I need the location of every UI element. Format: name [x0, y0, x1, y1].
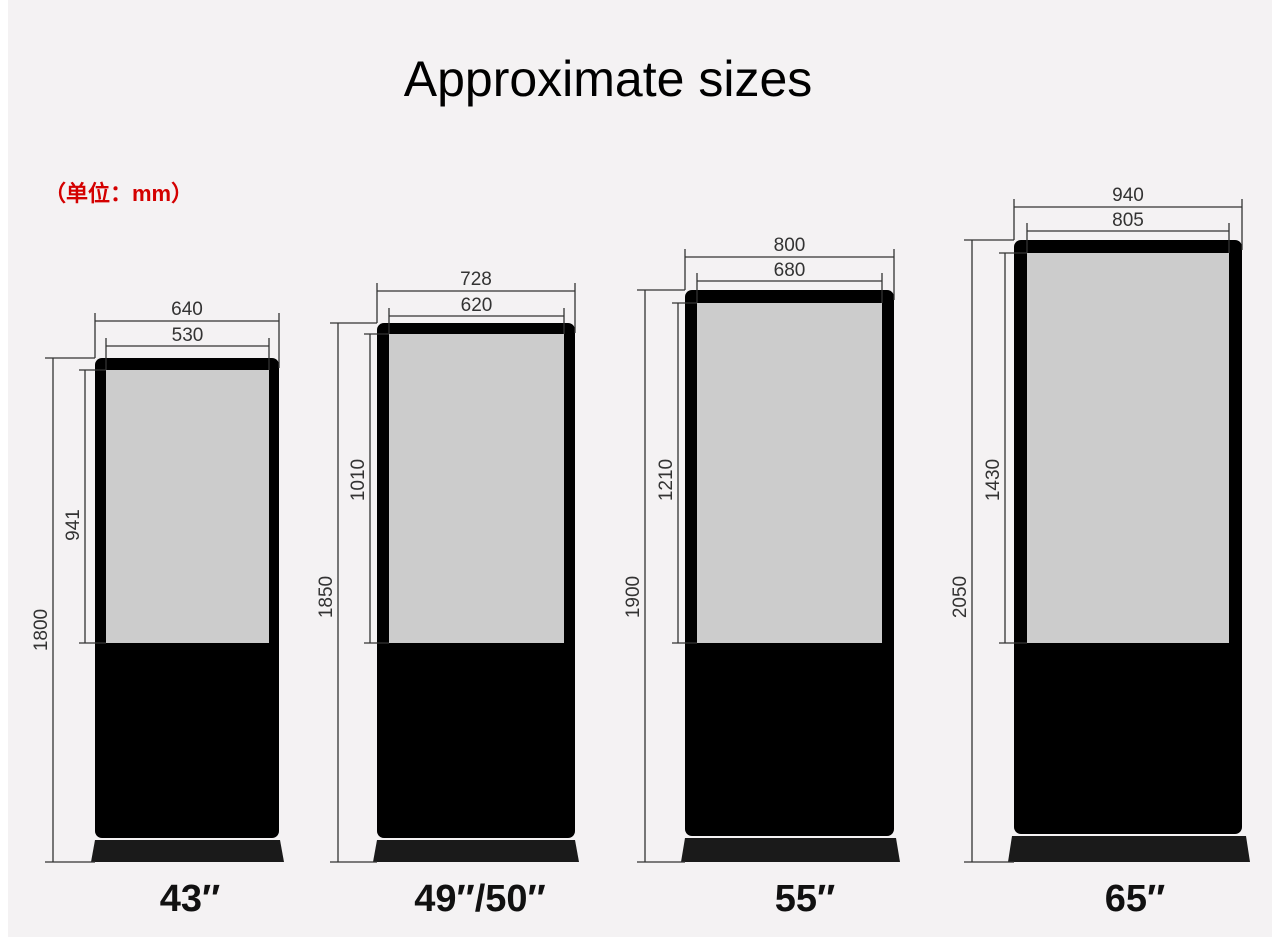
- kiosk-1: 728 620 1850 1010: [316, 269, 579, 863]
- model-size-label: 43″: [159, 878, 221, 920]
- kiosk-screen: [389, 334, 564, 643]
- overall-width-label: 800: [774, 235, 806, 256]
- screen-height-label: 941: [63, 509, 84, 541]
- kiosk-0: 640 530 1800 941: [31, 299, 284, 863]
- overall-height-label: 1900: [623, 576, 644, 618]
- screen-width-label: 620: [461, 295, 493, 316]
- overall-height-label: 1800: [31, 609, 52, 651]
- kiosk-2: 800 680 1900 1210: [623, 235, 900, 863]
- kiosk-base: [373, 840, 579, 862]
- kiosk-screen: [1027, 253, 1229, 643]
- model-size-label: 55″: [774, 878, 836, 920]
- screen-height-label: 1010: [348, 459, 369, 501]
- unit-label: （单位：mm）: [44, 181, 194, 206]
- screen-height-label: 1430: [983, 459, 1004, 501]
- kiosk-3: 940 805 2050 1430: [950, 185, 1250, 863]
- kiosk-base: [681, 838, 900, 862]
- screen-width-label: 530: [172, 325, 204, 346]
- overall-width-label: 728: [460, 269, 492, 290]
- diagram-title: Approximate sizes: [403, 51, 813, 107]
- kiosk-base: [1008, 836, 1250, 862]
- kiosk-screen: [697, 303, 882, 643]
- overall-height-label: 1850: [316, 576, 337, 618]
- screen-height-label: 1210: [656, 459, 677, 501]
- screen-width-label: 680: [774, 260, 806, 281]
- kiosk-screen: [106, 370, 269, 643]
- model-size-label: 49″/50″: [414, 878, 546, 920]
- kiosk-base: [91, 840, 284, 862]
- overall-width-label: 640: [171, 299, 203, 320]
- model-size-label: 65″: [1104, 878, 1166, 920]
- overall-width-label: 940: [1112, 185, 1144, 206]
- screen-width-label: 805: [1112, 210, 1144, 231]
- overall-height-label: 2050: [950, 576, 971, 618]
